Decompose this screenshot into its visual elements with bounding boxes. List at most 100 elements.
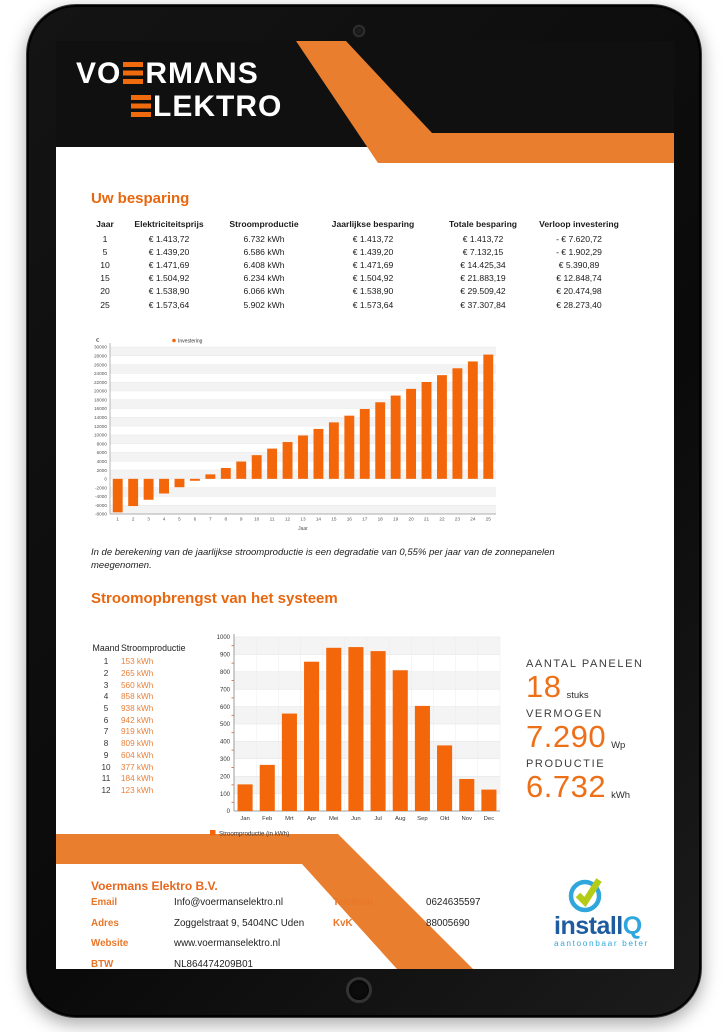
svg-text:12: 12 — [285, 517, 291, 522]
svg-text:18000: 18000 — [94, 397, 107, 402]
svg-text:Dec: Dec — [484, 816, 495, 822]
logo-line-1: VO RMΛNS — [76, 57, 259, 90]
table-row: 1 € 1.413,72 6.732 kWh € 1.413,72 € 1.413,72… — [102, 233, 602, 244]
svg-text:15: 15 — [331, 517, 337, 522]
installq-checkmark-icon — [568, 878, 602, 913]
svg-text:10: 10 — [254, 517, 260, 522]
power-label: VERMOGEN — [526, 708, 603, 720]
svg-text:28000: 28000 — [94, 353, 107, 358]
logo-line-2: LEKTRO — [76, 90, 282, 123]
svg-text:2000: 2000 — [97, 468, 108, 473]
svg-text:Aug: Aug — [395, 816, 405, 822]
contact-row-kvk: KvK 88005690 — [333, 917, 470, 929]
monthly-table-body: 1 153 kWh 2 265 kWh 3 560 kWh 4 858 kWh 5 938 kWh… — [91, 656, 196, 796]
svg-text:Jan: Jan — [240, 816, 250, 822]
production-value: 6.732 kWh — [526, 769, 631, 804]
table-row: 11 184 kWh — [101, 774, 154, 784]
svg-text:10000: 10000 — [94, 433, 107, 438]
panels-value: 18 stuks — [526, 669, 589, 704]
contact-row-email: Email Info@voermanselektro.nl — [91, 897, 284, 908]
contact-row-telefoon: Telefoon 0624635597 — [333, 897, 481, 908]
monthly-production-table: Maand Stroomproductie 1 153 kWh 2 265 kWh 3 5… — [91, 642, 196, 796]
svg-text:€: € — [96, 338, 99, 344]
svg-text:Mrt: Mrt — [285, 816, 294, 822]
table-row: 3 560 kWh — [103, 680, 154, 690]
svg-text:6000: 6000 — [97, 450, 108, 455]
svg-text:23: 23 — [455, 517, 461, 522]
svg-text:9: 9 — [240, 517, 243, 522]
svg-text:4: 4 — [163, 517, 166, 522]
svg-text:Stroomproductie (in kWh): Stroomproductie (in kWh) — [219, 831, 289, 838]
installq-tagline: aantoonbaar beter — [554, 938, 650, 948]
savings-table: Jaar Elektriciteitsprijs Stroomproductie… — [91, 217, 629, 311]
table-row: 8 809 kWh — [103, 739, 154, 749]
table-row: 5 938 kWh — [103, 704, 154, 714]
panels-label: AANTAL PANELEN — [526, 658, 644, 670]
svg-text:900: 900 — [220, 653, 231, 659]
svg-text:0: 0 — [227, 809, 231, 815]
system-stats: AANTAL PANELEN 18 stuks VERMOGEN 7.290 W… — [526, 652, 666, 804]
svg-text:Sep: Sep — [417, 816, 428, 822]
col-totale-besparing: Totale besparing — [448, 219, 518, 229]
table-row: 20 € 1.538,90 6.066 kWh € 1.538,90 € 29.509,… — [100, 286, 602, 297]
svg-text:16: 16 — [347, 517, 353, 522]
svg-text:17: 17 — [362, 517, 368, 522]
svg-text:14000: 14000 — [94, 415, 107, 420]
svg-text:14: 14 — [316, 517, 322, 522]
svg-text:1000: 1000 — [217, 635, 231, 641]
home-button[interactable] — [346, 977, 372, 1003]
svg-text:3: 3 — [147, 517, 150, 522]
svg-text:6: 6 — [194, 517, 197, 522]
svg-text:20000: 20000 — [94, 389, 107, 394]
svg-text:500: 500 — [220, 722, 231, 728]
svg-text:24000: 24000 — [94, 371, 107, 376]
svg-text:16000: 16000 — [94, 406, 107, 411]
col-stroomproductie: Stroomproductie — [121, 643, 186, 653]
svg-text:Jul: Jul — [374, 816, 382, 822]
contact-row-adres: Adres Zoggelstraat 9, 5404NC Uden — [91, 917, 305, 929]
svg-text:100: 100 — [220, 792, 231, 798]
svg-text:24: 24 — [470, 517, 476, 522]
degradation-note: In de berekening van de jaarlijkse stroo… — [91, 547, 555, 571]
table-row: 7 919 kWh — [103, 727, 154, 737]
svg-text:1: 1 — [116, 517, 119, 522]
company-logo: VO RMΛNS LEKTRO — [76, 57, 282, 123]
col-jaarlijkse-besparing: Jaarlijkse besparing — [331, 219, 415, 229]
installq-logo: installQ aantoonbaar beter — [554, 873, 672, 948]
svg-text:Mei: Mei — [329, 816, 339, 822]
svg-text:-6000: -6000 — [95, 503, 107, 508]
logo-e-bars-icon — [131, 95, 151, 117]
svg-text:22: 22 — [439, 517, 445, 522]
table-row: 12 123 kWh — [101, 785, 154, 795]
svg-text:Feb: Feb — [262, 816, 273, 822]
table-row: 10 € 1.471,69 6.408 kWh € 1.471,69 € 14.425,… — [100, 259, 600, 270]
contact-row-website: Website www.voermanselektro.nl — [91, 938, 281, 949]
table-row: 25 € 1.573,64 5.902 kWh € 1.573,64 € 37.307,… — [100, 299, 602, 310]
svg-text:26000: 26000 — [94, 362, 107, 367]
svg-text:-2000: -2000 — [95, 485, 107, 490]
col-verloop-investering: Verloop investering — [539, 219, 619, 229]
tablet-frame: VO RMΛNS LEKTRO Uw besparing Jaar Elektri… — [26, 4, 702, 1018]
yield-title: Stroomopbrengst van het systeem — [91, 590, 338, 607]
svg-text:Jun: Jun — [351, 816, 361, 822]
front-camera-icon — [353, 25, 365, 37]
svg-text:18: 18 — [378, 517, 384, 522]
col-stroomproductie: Stroomproductie — [229, 219, 299, 229]
col-elektriciteitsprijs: Elektriciteitsprijs — [134, 219, 204, 229]
col-maand: Maand — [92, 643, 120, 653]
svg-text:Jaar: Jaar — [298, 526, 308, 532]
svg-text:11: 11 — [270, 517, 275, 522]
col-jaar: Jaar — [96, 219, 114, 229]
svg-text:600: 600 — [220, 705, 231, 711]
svg-text:700: 700 — [220, 687, 231, 693]
production-label: PRODUCTIE — [526, 758, 606, 770]
svg-text:800: 800 — [220, 670, 231, 676]
svg-text:400: 400 — [220, 740, 231, 746]
svg-text:13: 13 — [300, 517, 306, 522]
svg-text:200: 200 — [220, 774, 231, 780]
svg-text:12000: 12000 — [94, 424, 107, 429]
report-page: VO RMΛNS LEKTRO Uw besparing Jaar Elektri… — [56, 41, 674, 969]
savings-table-body: 1 € 1.413,72 6.732 kWh € 1.413,72 € 1.413,72… — [91, 232, 629, 311]
svg-text:22000: 22000 — [94, 380, 107, 385]
footer-contact-left: Email Info@voermanselektro.nl Adres Zoggel… — [91, 893, 304, 969]
